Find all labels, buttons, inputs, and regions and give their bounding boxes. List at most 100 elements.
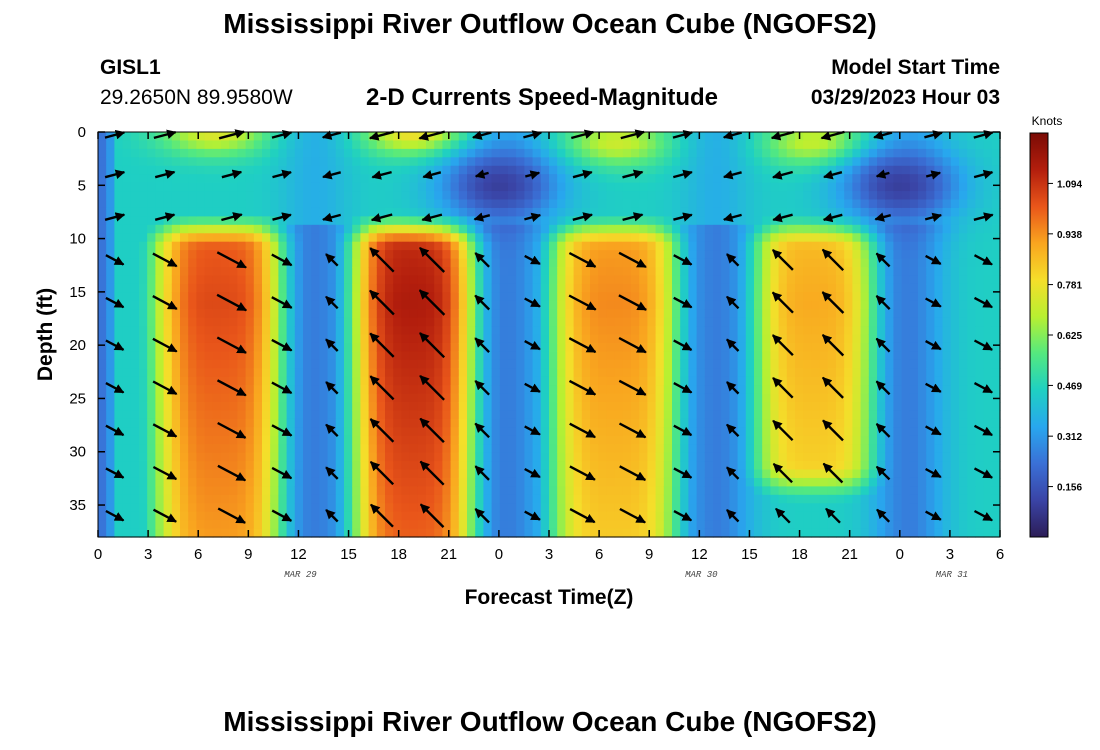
heatmap-cell [868, 427, 878, 437]
heatmap-cell [508, 317, 517, 327]
heatmap-cell [909, 300, 919, 310]
heatmap-cell [212, 351, 222, 361]
heatmap-cell [737, 165, 747, 175]
heatmap-cell [368, 207, 378, 217]
heatmap-cell [171, 351, 181, 361]
heatmap-cell [926, 418, 935, 428]
heatmap-cell [245, 342, 255, 352]
heatmap-cell [270, 216, 279, 226]
heatmap-cell [253, 157, 263, 167]
heatmap-cell [918, 461, 927, 471]
heatmap-cell [294, 326, 304, 336]
heatmap-cell [877, 402, 886, 412]
heatmap-cell [819, 528, 829, 538]
heatmap-cell [598, 511, 607, 521]
heatmap-cell [827, 300, 837, 310]
heatmap-cell [909, 132, 919, 142]
heatmap-cell [565, 199, 575, 209]
heatmap-cell [819, 283, 829, 293]
heatmap-cell [721, 199, 730, 209]
heatmap-cell [836, 418, 845, 428]
heatmap-cell [934, 393, 944, 403]
heatmap-cell [237, 351, 247, 361]
heatmap-cell [647, 452, 657, 462]
heatmap-cell [786, 258, 796, 268]
heatmap-cell [885, 477, 894, 487]
heatmap-cell [606, 250, 616, 260]
heatmap-cell [426, 511, 435, 521]
heatmap-cell [770, 520, 780, 530]
heatmap-cell [565, 402, 575, 412]
heatmap-cell [401, 528, 411, 538]
heatmap-cell [672, 385, 681, 395]
heatmap-cell [163, 182, 173, 192]
heatmap-cell [803, 342, 812, 352]
heatmap-cell [450, 359, 460, 369]
heatmap-cell [344, 309, 353, 319]
heatmap-cell [696, 233, 706, 243]
heatmap-cell [508, 216, 517, 226]
heatmap-cell [754, 174, 763, 184]
heatmap-cell [795, 326, 804, 336]
heatmap-cell [499, 233, 509, 243]
heatmap-cell [762, 207, 771, 217]
heatmap-cell [303, 157, 312, 167]
heatmap-cell [286, 486, 296, 496]
heatmap-cell [278, 520, 288, 530]
heatmap-cell [442, 334, 452, 344]
heatmap-cell [770, 309, 780, 319]
heatmap-cell [836, 528, 845, 538]
heatmap-cell [868, 275, 878, 285]
heatmap-cell [467, 368, 476, 378]
heatmap-cell [147, 191, 156, 201]
heatmap-cell [335, 528, 345, 538]
heatmap-cell [827, 520, 837, 530]
heatmap-cell [762, 511, 771, 521]
heatmap-cell [204, 250, 214, 260]
heatmap-cell [180, 359, 189, 369]
heatmap-cell [212, 435, 222, 445]
heatmap-cell [795, 359, 804, 369]
heatmap-cell [754, 351, 763, 361]
heatmap-cell [130, 157, 140, 167]
heatmap-cell [836, 342, 845, 352]
heatmap-cell [704, 444, 714, 454]
heatmap-cell [171, 494, 181, 504]
heatmap-cell [155, 393, 165, 403]
heatmap-cell [401, 444, 411, 454]
heatmap-cell [647, 469, 657, 479]
heatmap-cell [885, 528, 894, 538]
heatmap-cell [311, 148, 320, 158]
heatmap-cell [909, 275, 919, 285]
heatmap-cell [934, 334, 944, 344]
heatmap-cell [819, 157, 829, 167]
heatmap-cell [704, 224, 714, 234]
heatmap-cell [311, 418, 320, 428]
heatmap-cell [663, 435, 673, 445]
heatmap-cell [155, 250, 165, 260]
heatmap-cell [655, 275, 665, 285]
heatmap-cell [581, 402, 591, 412]
heatmap-cell [737, 368, 747, 378]
heatmap-cell [401, 342, 411, 352]
heatmap-cell [737, 444, 747, 454]
heatmap-cell [770, 410, 780, 420]
heatmap-cell [229, 300, 238, 310]
heatmap-cell [475, 140, 484, 150]
heatmap-cell [737, 452, 747, 462]
heatmap-cell [778, 224, 788, 234]
heatmap-cell [557, 241, 566, 251]
heatmap-cell [180, 402, 189, 412]
heatmap-cell [270, 393, 279, 403]
heatmap-cell [212, 452, 222, 462]
heatmap-cell [647, 486, 657, 496]
heatmap-cell [262, 528, 271, 538]
heatmap-cell [483, 199, 493, 209]
heatmap-cell [803, 174, 812, 184]
heatmap-cell [286, 317, 296, 327]
heatmap-cell [860, 418, 870, 428]
heatmap-cell [212, 503, 222, 513]
heatmap-cell [196, 283, 206, 293]
heatmap-cell [606, 191, 616, 201]
heatmap-cell [163, 359, 173, 369]
